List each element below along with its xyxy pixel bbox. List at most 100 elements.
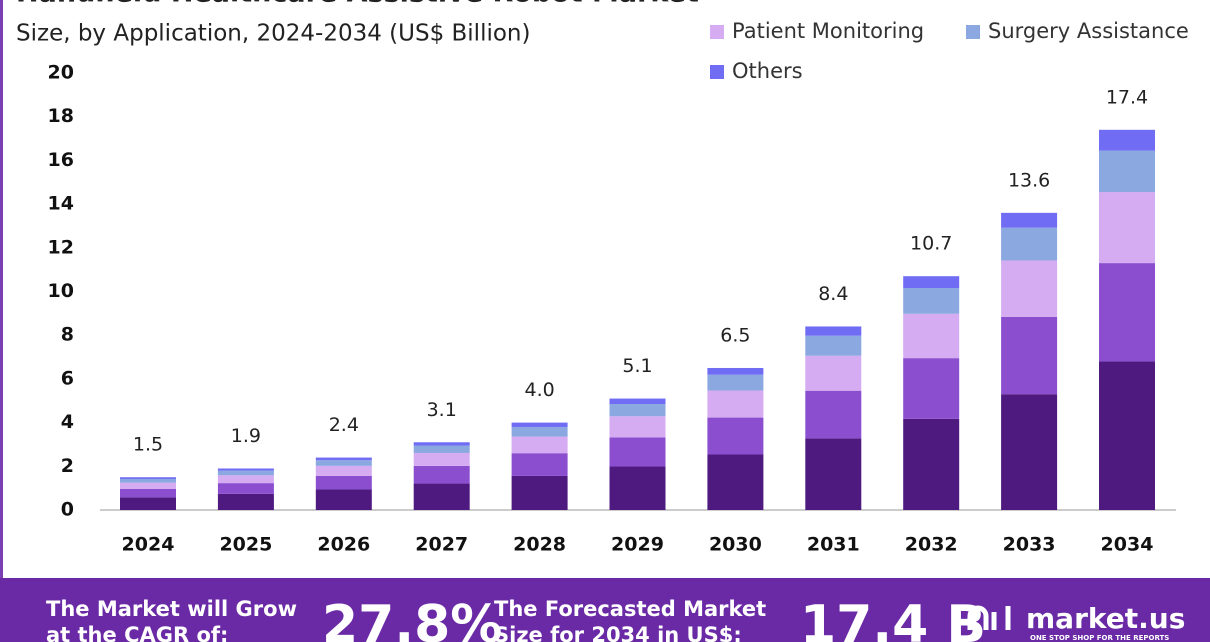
bar-segment [413,445,470,453]
y-tick-label: 14 [48,193,74,215]
total-label: 13.6 [1008,169,1050,191]
total-label: 4.0 [524,379,554,401]
x-tick-label: 2031 [807,534,860,556]
bar-segment [511,453,568,476]
x-tick-label: 2027 [415,534,468,556]
bar-segment [1099,192,1155,264]
bar-segment [120,477,176,479]
left-border [0,0,3,580]
total-label: 1.5 [133,434,163,456]
footer-forecast-line: The Forecasted Market [494,597,766,621]
legend-label: Others [732,59,803,83]
x-tick-label: 2026 [317,534,370,556]
bar-segment [707,390,764,418]
bar-segment [413,465,470,484]
bar-segment [315,475,372,490]
bar-segment [609,398,666,405]
y-tick-label: 16 [48,149,74,171]
y-tick-label: 0 [61,499,74,521]
y-tick-label: 8 [61,324,74,346]
footer-cagr-line: at the CAGR of: [46,623,228,642]
y-tick-label: 18 [48,105,74,127]
legend-label: Patient Monitoring [732,19,924,43]
x-tick-label: 2033 [1003,534,1056,556]
x-tick-label: 2024 [122,534,175,556]
x-tick-label: 2030 [709,534,762,556]
bar-segment [707,417,764,455]
bar-segment [217,475,274,484]
y-tick-label: 20 [48,62,74,84]
bar-segment [1099,361,1155,510]
tagline: ONE STOP SHOP FOR THE REPORTS [1030,634,1169,642]
bar-segment [805,438,862,510]
total-label: 10.7 [910,233,952,255]
bar-segment [707,374,764,391]
y-tick-label: 12 [48,236,74,258]
total-label: 2.4 [329,414,359,436]
bar-segment [1099,150,1155,193]
bar-segment [315,465,372,476]
footer-forecast: 17.4 B [800,595,986,642]
bar-segment [609,404,666,417]
bar-segment [511,475,568,510]
y-tick-label: 4 [61,411,74,433]
bar-segment [707,454,764,510]
footer-forecast-line: Size for 2034 in US$: [494,623,742,642]
y-tick-label: 2 [61,455,74,477]
bar-segment [315,489,372,510]
total-label: 8.4 [818,283,848,305]
footer-cagr: 27.8% [322,595,502,642]
bar-segment [609,416,666,438]
bar-segment [609,437,666,467]
total-label: 1.9 [231,425,261,447]
bar-segment [1001,227,1058,261]
bar-segment [1099,263,1155,362]
total-label: 3.1 [427,399,457,421]
bar-segment [903,313,960,359]
bar-segment [1001,316,1058,395]
bar-segment [217,468,274,471]
bar-segment [413,483,470,510]
bar-segment [511,436,568,454]
bar-segment [413,452,470,466]
bar-segment [1099,129,1155,151]
bar-segment [903,358,960,419]
chart-subtitle: Size, by Application, 2024-2034 (US$ Bil… [16,21,530,47]
brand-logo [967,605,1011,630]
legend-label: Surgery Assistance [988,19,1189,43]
bar-segment [413,442,470,446]
bar-segment [805,326,862,336]
total-label: 5.1 [622,355,652,377]
bar-segment [217,470,274,476]
legend-swatch [966,25,980,39]
bar-segment [903,288,960,314]
bar-segment [903,418,960,510]
legend-swatch [710,25,724,39]
x-tick-label: 2029 [611,534,664,556]
bar-segment [609,466,666,510]
y-tick-label: 10 [48,280,74,302]
x-tick-label: 2034 [1101,534,1154,556]
bar-segment [120,482,176,489]
footer-cagr-line: The Market will Grow [46,597,297,621]
bar-segment [315,460,372,466]
y-tick-label: 6 [61,367,74,389]
x-tick-label: 2028 [513,534,566,556]
bar-segment [217,493,274,510]
bar-segment [1001,394,1058,510]
bar-segment [903,276,960,289]
legend-swatch [710,65,724,79]
bar-segment [217,483,274,494]
bar-segment [511,422,568,427]
bar-segment [805,355,862,391]
bar-segment [805,335,862,356]
bar-segment [1001,260,1058,317]
bar-segment [1001,212,1058,228]
bar-segment [511,426,568,437]
bar-segment [707,367,764,375]
bar-segment [805,390,862,439]
brand: market.us [1026,602,1185,635]
chart-title: Handheld Healthcare Assistive Robot Mark… [16,0,699,9]
